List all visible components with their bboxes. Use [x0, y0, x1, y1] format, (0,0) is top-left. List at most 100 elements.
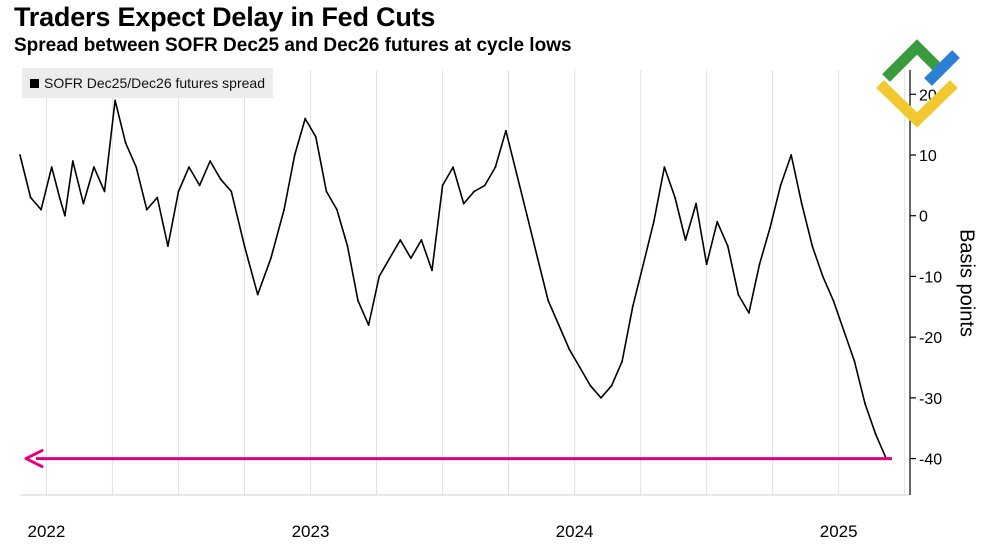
data-point [304, 117, 307, 120]
data-point [346, 245, 349, 247]
data-point [198, 184, 201, 187]
legend-label: SOFR Dec25/Dec26 futures spread [44, 75, 265, 91]
y-tick-label: 10 [919, 148, 937, 165]
data-point [336, 208, 338, 211]
data-point [568, 348, 571, 351]
y-tick-label: -40 [919, 452, 942, 469]
data-point [82, 202, 85, 205]
data-point [758, 263, 761, 266]
data-point [621, 360, 624, 363]
legend-swatch [30, 78, 39, 88]
data-point [325, 190, 328, 193]
chart-subtitle: Spread between SOFR Dec25 and Dec26 futu… [14, 35, 572, 56]
data-point [684, 239, 687, 241]
data-point [494, 166, 497, 169]
data-point [536, 257, 539, 260]
data-point [378, 275, 381, 278]
data-point [243, 245, 246, 247]
data-point [800, 202, 803, 205]
data-point [441, 184, 444, 187]
logo-blue-stroke [924, 50, 960, 86]
annotations [24, 449, 892, 469]
x-tick-label: 2025 [820, 522, 858, 541]
data-point [409, 257, 412, 260]
data-point [462, 202, 465, 205]
data-point [557, 324, 560, 326]
data-point [230, 190, 233, 193]
data-point [726, 245, 729, 247]
y-tick-label: 0 [919, 209, 928, 226]
data-point [283, 208, 285, 211]
y-tick-label: -10 [919, 269, 942, 286]
data-point [388, 257, 391, 260]
data-point [135, 166, 138, 169]
data-point [19, 154, 21, 156]
data-point [821, 275, 824, 278]
data-point [293, 154, 296, 156]
data-point [63, 214, 66, 217]
data-point [769, 226, 771, 229]
data-point [610, 384, 613, 387]
chart-title: Traders Expect Delay in Fed Cuts [14, 2, 436, 32]
logo-yellow-chevron [876, 80, 958, 128]
y-axis-label: Basis points [955, 229, 978, 337]
data-point [864, 403, 867, 405]
data-point [716, 220, 719, 223]
data-point [209, 160, 212, 162]
data-point [114, 99, 116, 102]
data-point [589, 384, 592, 387]
x-tick-label: 2023 [292, 522, 330, 541]
data-point [314, 135, 317, 138]
data-point [219, 178, 222, 181]
logo-green-chevron [882, 39, 944, 82]
data-point [578, 366, 581, 369]
y-tick-label: -30 [919, 391, 942, 408]
data-point [483, 184, 486, 187]
data-point [40, 208, 43, 211]
data-point [515, 172, 518, 175]
data-point [103, 190, 106, 193]
gridlines [45, 70, 906, 495]
x-axis: 2022 2023 2024 2025 [20, 494, 910, 541]
data-point [748, 311, 750, 314]
data-point [600, 396, 602, 399]
data-point [642, 263, 645, 266]
data-point [547, 299, 550, 302]
data-point [652, 220, 655, 223]
data-point [166, 245, 169, 247]
y-tick-label: -20 [919, 330, 942, 347]
data-point [58, 196, 61, 199]
data-point [631, 305, 634, 308]
data-point [526, 214, 528, 217]
brand-logo [876, 39, 960, 128]
data-point [256, 293, 259, 296]
data-point [50, 166, 53, 169]
x-tick-label: 2024 [556, 522, 594, 541]
data-point [420, 239, 423, 241]
data-point [357, 299, 359, 302]
arrow-head [24, 449, 44, 469]
x-tick-label: 2022 [27, 522, 65, 541]
data-point [663, 166, 666, 169]
data-point [269, 257, 272, 260]
series-line [19, 99, 887, 459]
data-point [853, 360, 856, 363]
data-point [811, 245, 814, 247]
data-point [177, 190, 180, 193]
data-point [431, 269, 433, 272]
data-point [737, 293, 740, 296]
data-point [779, 184, 782, 187]
data-point [674, 196, 676, 199]
data-point [505, 129, 507, 132]
series-group [19, 99, 888, 460]
data-point [790, 154, 793, 156]
data-point [188, 166, 190, 169]
data-point [71, 160, 74, 162]
data-point [145, 208, 148, 211]
data-point [29, 196, 32, 199]
data-point [367, 324, 370, 326]
data-point [452, 166, 455, 169]
data-point [156, 196, 159, 199]
